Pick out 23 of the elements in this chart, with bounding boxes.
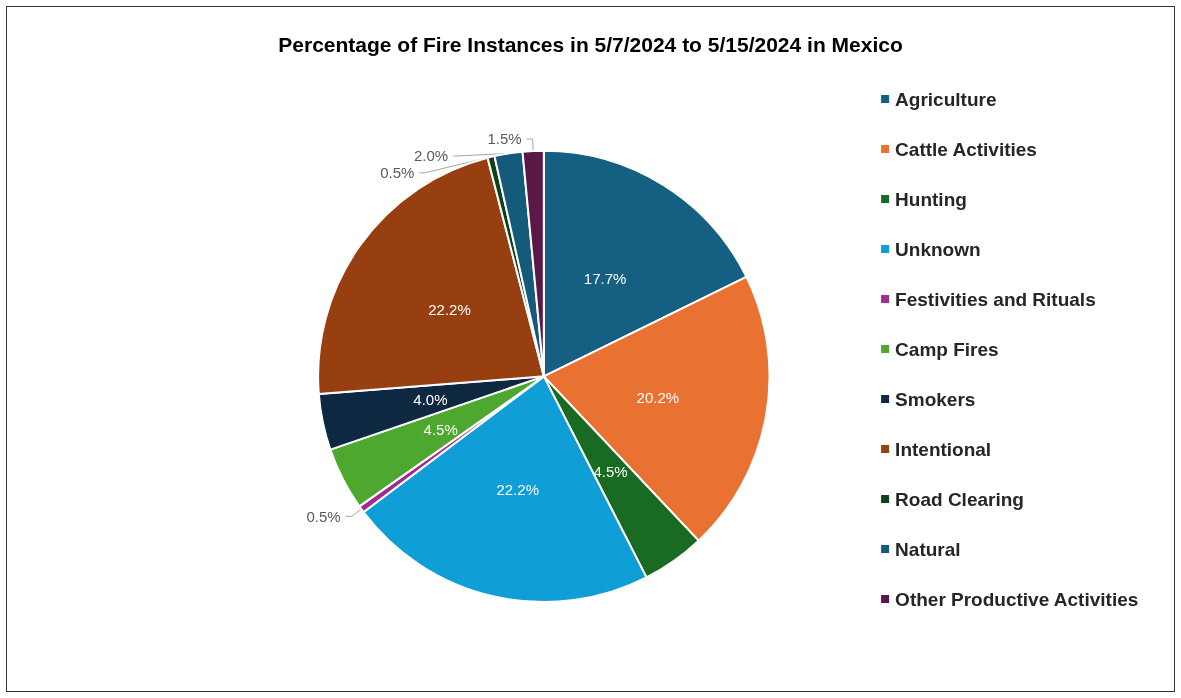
legend-label: Unknown: [895, 238, 981, 260]
data-label: 4.0%: [413, 391, 448, 409]
legend-label: Cattle Activities: [895, 138, 1037, 160]
legend-label: Hunting: [895, 188, 967, 210]
chart-title: Percentage of Fire Instances in 5/7/2024 to 5/15/2024 in Mexico: [278, 33, 903, 56]
legend-label: Agriculture: [895, 88, 997, 110]
legend-label: Natural: [895, 538, 961, 560]
data-label: 1.5%: [487, 130, 522, 148]
legend-label: Other Productive Activities: [895, 588, 1139, 610]
legend-label: Intentional: [895, 438, 992, 460]
legend-label: Festivities and Rituals: [895, 288, 1096, 310]
data-label: 4.5%: [593, 462, 628, 480]
data-label: 22.2%: [428, 300, 471, 318]
data-label: 20.2%: [636, 388, 680, 406]
data-label: 4.5%: [423, 420, 458, 438]
legend-label: Camp Fires: [895, 338, 999, 360]
legend-label: Road Clearing: [895, 488, 1024, 510]
legend-label: Smokers: [895, 388, 976, 410]
data-label: 0.5%: [380, 164, 415, 182]
data-label: 22.2%: [496, 480, 540, 498]
data-label: 0.5%: [306, 507, 341, 525]
data-label: 2.0%: [414, 147, 449, 165]
data-label: 17.7%: [583, 269, 627, 287]
